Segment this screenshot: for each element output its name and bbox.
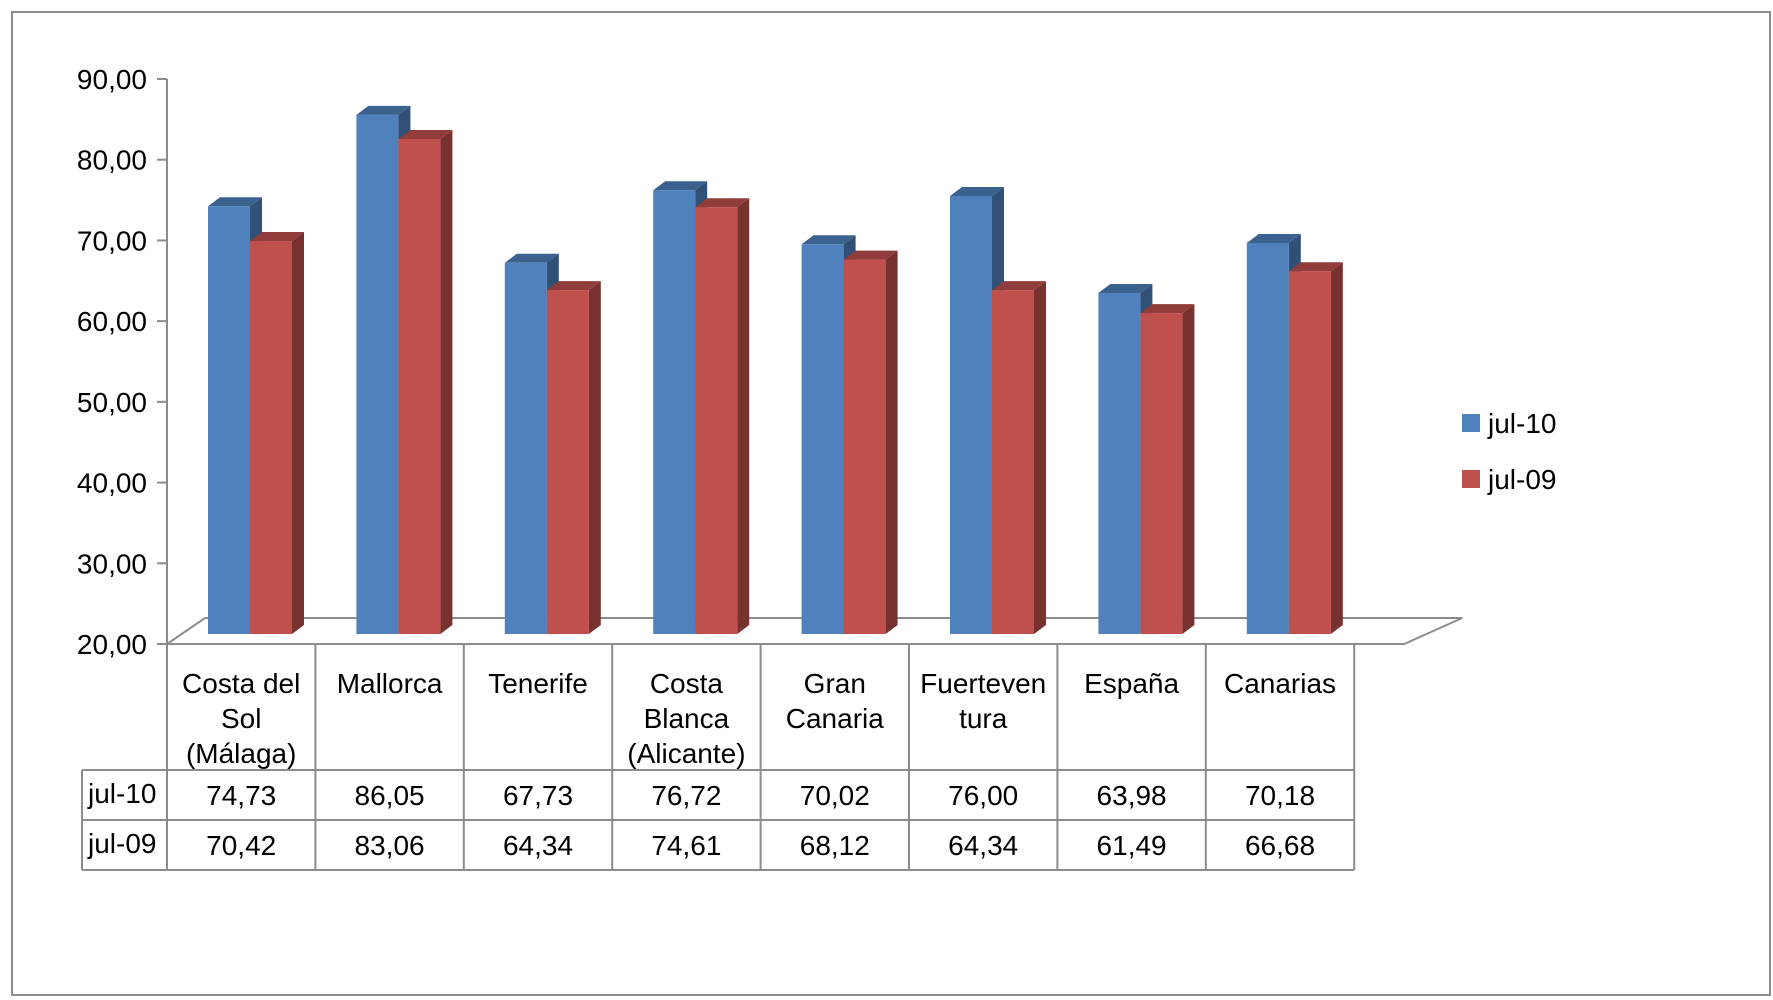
category-label: Canarias — [1224, 668, 1336, 699]
bars-layer — [208, 105, 1343, 635]
bar-jul-09-4 — [843, 250, 898, 635]
table-cell: 67,73 — [503, 780, 573, 811]
bar-front-face — [801, 244, 844, 634]
table-cell: 68,12 — [800, 830, 870, 861]
bar-front-face — [1098, 293, 1141, 634]
bar-top-face — [504, 253, 559, 263]
y-tick-label: 30,00 — [77, 548, 147, 579]
bar-top-face — [1140, 304, 1195, 314]
legend-label-jul-10: jul-10 — [1487, 408, 1556, 439]
table-cell: 64,34 — [948, 830, 1018, 861]
bar-jul-09-5 — [992, 281, 1046, 634]
table-cell: 86,05 — [355, 780, 425, 811]
bar-jul-09-3 — [695, 198, 750, 634]
table-cell: 70,18 — [1245, 780, 1315, 811]
category-label: Sol — [221, 703, 261, 734]
table-cell: 61,49 — [1097, 830, 1167, 861]
category-label: Mallorca — [337, 668, 443, 699]
legend-swatch-jul-10 — [1462, 414, 1480, 432]
category-label: Tenerife — [488, 668, 588, 699]
bar-front-face — [208, 206, 250, 634]
bar-front-face — [1140, 313, 1183, 634]
bar-jul-09-0 — [250, 232, 304, 634]
bar-side-face — [588, 281, 601, 634]
bar-top-face — [1288, 262, 1343, 272]
table-cell: 70,42 — [206, 830, 276, 861]
bar-jul-09-6 — [1140, 304, 1195, 634]
table-cell: 76,72 — [651, 780, 721, 811]
bar-front-face — [950, 196, 992, 634]
bar-side-face — [292, 232, 304, 634]
bar-front-face — [504, 262, 547, 634]
bar-top-face — [356, 105, 411, 115]
bar-front-face — [843, 259, 886, 634]
y-tick-label: 90,00 — [77, 64, 147, 95]
table-row-label-jul-09: jul-09 — [87, 828, 156, 859]
bar-front-face — [356, 114, 399, 634]
category-label: Blanca — [644, 703, 730, 734]
y-tick-label: 80,00 — [77, 145, 147, 176]
category-label: Canaria — [786, 703, 884, 734]
bar-top-face — [398, 130, 453, 140]
bar-top-face — [992, 281, 1046, 291]
table-cell: 66,68 — [1245, 830, 1315, 861]
table-row-label-jul-10: jul-10 — [87, 778, 156, 809]
bar-top-face — [208, 197, 262, 207]
bar-side-face — [737, 198, 750, 634]
category-label: Fuerteven — [920, 668, 1046, 699]
table-cell: 70,02 — [800, 780, 870, 811]
bar-top-face — [546, 281, 601, 291]
bar-side-face — [885, 250, 898, 635]
y-tick-label: 70,00 — [77, 225, 147, 256]
bar-front-face — [695, 207, 738, 634]
bar-front-face — [1246, 242, 1289, 634]
table-cell: 63,98 — [1097, 780, 1167, 811]
bar-top-face — [250, 232, 304, 242]
table-cell: 74,73 — [206, 780, 276, 811]
bar-front-face — [653, 190, 696, 634]
y-tick-label: 20,00 — [77, 629, 147, 660]
bar-top-face — [950, 187, 1004, 196]
table-cell: 76,00 — [948, 780, 1018, 811]
y-tick-label: 50,00 — [77, 387, 147, 418]
bar-jul-09-2 — [546, 281, 601, 634]
table-cell: 83,06 — [355, 830, 425, 861]
bar-top-face — [801, 235, 856, 245]
bar-jul-09-7 — [1288, 262, 1343, 634]
bar-top-face — [695, 198, 750, 208]
legend: jul-10 jul-09 — [1462, 408, 1556, 495]
category-label: (Alicante) — [627, 738, 745, 769]
bar-top-face — [1246, 233, 1301, 243]
bar-side-face — [1330, 262, 1343, 634]
category-label: España — [1084, 668, 1179, 699]
bar-front-face — [546, 290, 589, 634]
table-cell: 74,61 — [651, 830, 721, 861]
data-table: Costa del Sol (Málaga) Mallorca Tenerife Cost… — [81, 644, 1356, 871]
bar-front-face — [250, 241, 292, 634]
category-label: Costa — [650, 668, 724, 699]
bar-side-face — [1034, 281, 1046, 634]
bar-jul-09-1 — [398, 130, 453, 634]
y-tick-label: 40,00 — [77, 468, 147, 499]
bar-front-face — [1288, 271, 1331, 634]
y-tick-label: 60,00 — [77, 306, 147, 337]
category-label: Costa del — [182, 668, 300, 699]
table-cell: 64,34 — [503, 830, 573, 861]
bar-side-face — [440, 130, 453, 634]
category-label: tura — [959, 703, 1008, 734]
bar-top-face — [1098, 284, 1153, 294]
category-label: Gran — [804, 668, 866, 699]
legend-swatch-jul-09 — [1462, 470, 1480, 488]
bar-front-face — [398, 139, 441, 634]
bar-front-face — [992, 290, 1034, 634]
bar-top-face — [653, 181, 708, 191]
bar-top-face — [843, 250, 898, 260]
legend-label-jul-09: jul-09 — [1487, 464, 1556, 495]
category-label: (Málaga) — [186, 738, 296, 769]
bar-side-face — [1182, 304, 1195, 634]
